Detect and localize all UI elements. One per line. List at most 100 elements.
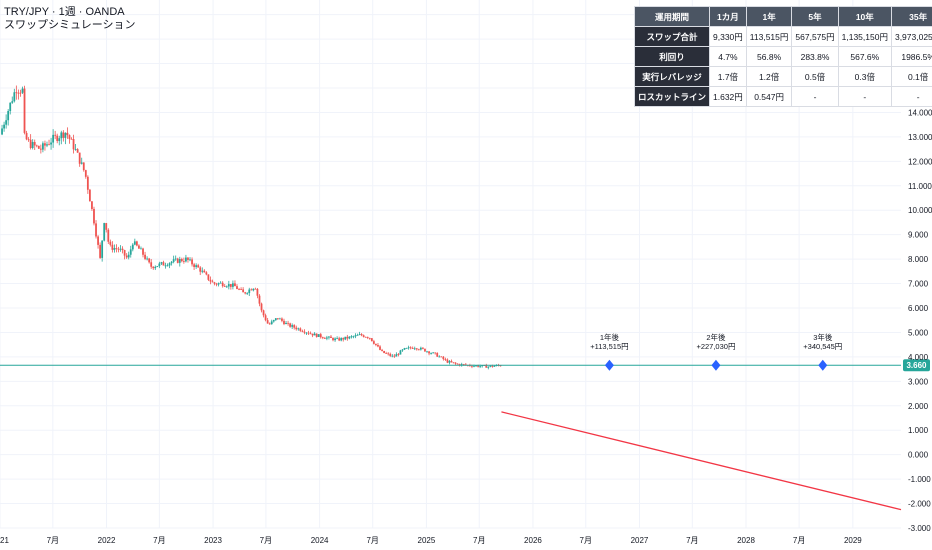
x-tick-label: 7月 bbox=[473, 536, 485, 545]
candle-body bbox=[182, 261, 185, 262]
candle-body bbox=[395, 354, 398, 357]
candle-body bbox=[340, 338, 343, 341]
candle-body bbox=[352, 336, 355, 338]
candle-body bbox=[146, 258, 149, 260]
candle-body bbox=[383, 350, 385, 354]
x-tick-label: 7月 bbox=[366, 536, 378, 545]
candle-body bbox=[27, 139, 30, 141]
candle-body bbox=[442, 356, 445, 360]
candle-body bbox=[485, 365, 488, 368]
candle-body bbox=[205, 272, 208, 275]
candle-body bbox=[342, 338, 345, 340]
candle-body bbox=[60, 132, 63, 139]
candle-body bbox=[66, 132, 69, 136]
y-tick-label: 2.000 bbox=[908, 402, 929, 411]
candle-body bbox=[417, 349, 420, 351]
table-cell: 0.1倍 bbox=[890, 66, 932, 87]
x-tick-label: 2023 bbox=[204, 536, 222, 545]
table-cell: 567.6% bbox=[837, 46, 892, 67]
candle-body bbox=[305, 332, 308, 334]
annotation-value: +113,515円 bbox=[590, 342, 628, 351]
candle-body bbox=[354, 335, 357, 337]
candle-body bbox=[58, 138, 61, 142]
annotation-value: +227,030円 bbox=[696, 342, 735, 351]
candle-body bbox=[3, 124, 5, 129]
table-cell: - bbox=[890, 86, 932, 107]
candle-body bbox=[217, 283, 220, 285]
annotation-marker[interactable] bbox=[604, 359, 614, 371]
row-label: ロスカットライン bbox=[633, 86, 711, 107]
table-cell: 0.547円 bbox=[745, 86, 793, 107]
candle-body bbox=[172, 259, 175, 262]
candle-body bbox=[399, 350, 402, 355]
candle-body bbox=[479, 366, 482, 367]
candle-body bbox=[291, 325, 294, 327]
symbol-line[interactable]: TRY/JPY · 1週 · OANDA bbox=[4, 6, 125, 18]
candle-body bbox=[48, 144, 50, 146]
candle-body bbox=[422, 347, 424, 349]
candle-body bbox=[411, 348, 414, 349]
x-tick-label: 2025 bbox=[418, 536, 436, 545]
x-tick-label: 7月 bbox=[47, 536, 59, 545]
candle-body bbox=[113, 248, 116, 250]
candle-body bbox=[232, 283, 234, 287]
table-cell: - bbox=[837, 86, 892, 107]
candle-body bbox=[213, 282, 216, 284]
annotation-label: 2年後 bbox=[706, 332, 726, 342]
candle-body bbox=[434, 352, 437, 354]
candle-body bbox=[238, 289, 240, 290]
candle-body bbox=[350, 336, 353, 338]
y-tick-label: 13.000 bbox=[908, 133, 932, 142]
candle-body bbox=[185, 257, 187, 262]
candle-body bbox=[129, 249, 132, 255]
candle-body bbox=[385, 353, 388, 354]
candle-body bbox=[33, 142, 36, 146]
candle-body bbox=[86, 176, 89, 190]
annotation-marker[interactable] bbox=[711, 359, 721, 371]
candle-body bbox=[456, 363, 459, 365]
candle-body bbox=[393, 355, 396, 357]
candle-body bbox=[56, 135, 59, 142]
indicator-name[interactable]: スワップシミュレーション bbox=[4, 19, 136, 31]
annotation-marker[interactable] bbox=[818, 359, 828, 371]
candle-body bbox=[432, 352, 435, 354]
candle-body bbox=[78, 152, 81, 164]
candle-body bbox=[242, 289, 245, 293]
candle-body bbox=[50, 142, 52, 145]
candle-body bbox=[109, 241, 112, 245]
candle-body bbox=[477, 365, 479, 367]
candle-body bbox=[366, 337, 369, 338]
table-cell: 1.2倍 bbox=[745, 66, 793, 87]
candle-body bbox=[254, 288, 257, 290]
candle-body bbox=[35, 145, 38, 147]
candle-body bbox=[46, 144, 48, 146]
candle-body bbox=[117, 248, 120, 250]
candle-body bbox=[325, 337, 328, 339]
candle-body bbox=[13, 92, 16, 102]
candle-body bbox=[415, 348, 418, 350]
time-axis[interactable]: 2021 7月 2022 7月 2023 7月 2024 7月 2025 7月 2026 7月 2027… bbox=[0, 536, 862, 545]
candle-body bbox=[99, 244, 102, 258]
candle-body bbox=[473, 365, 475, 367]
table-cell: 113,515円 bbox=[745, 26, 793, 47]
candle-body bbox=[360, 334, 363, 336]
annotation-label: 3年後 bbox=[813, 332, 833, 342]
candle-body bbox=[381, 349, 383, 351]
candle-body bbox=[29, 139, 32, 149]
candle-body bbox=[309, 333, 312, 335]
candle-body bbox=[368, 337, 371, 339]
x-tick-label: 2027 bbox=[631, 536, 649, 545]
candle-body bbox=[319, 334, 322, 338]
candle-body bbox=[252, 288, 255, 291]
x-tick-label: 2022 bbox=[98, 536, 116, 545]
candle-body bbox=[225, 286, 228, 288]
candle-body bbox=[419, 347, 422, 350]
candle-body bbox=[293, 325, 296, 328]
y-tick-label: 7.000 bbox=[908, 280, 929, 289]
candle-body bbox=[407, 347, 410, 349]
x-tick-label: 2024 bbox=[311, 536, 329, 545]
candle-body bbox=[44, 143, 46, 146]
candle-body bbox=[215, 283, 218, 285]
candle-body bbox=[344, 336, 347, 340]
